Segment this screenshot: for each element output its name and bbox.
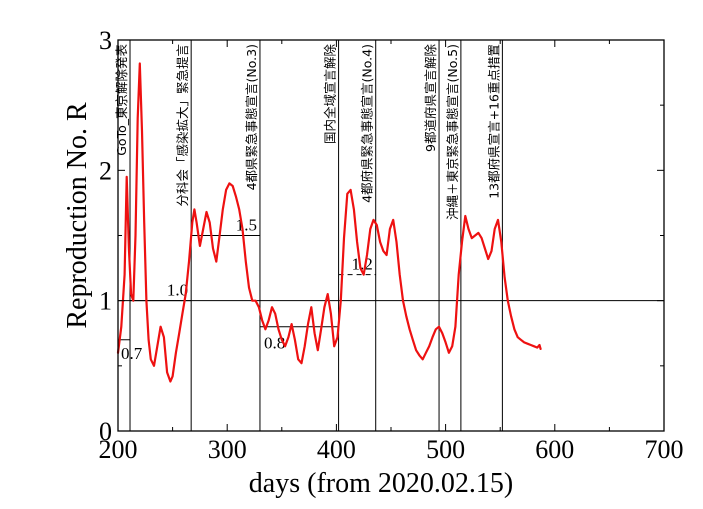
axes: 200 300 400 500 600 700 0 1 2 3 [99, 26, 684, 464]
event-label: 沖縄＋東京緊急事態宣言(No.5) [445, 44, 460, 220]
x-tick-label: 300 [208, 435, 247, 464]
period-levels: 0.7 1.0 1.5 0.8 1.2 [118, 216, 376, 363]
period-level-label: 0.8 [264, 334, 285, 353]
period-level-label: 0.7 [121, 344, 143, 363]
x-tick-label: 500 [426, 435, 465, 464]
event-label: 分科会「感染拡大」緊急提言 [175, 44, 190, 207]
series-line [116, 62, 542, 383]
x-tick-label: 700 [645, 435, 684, 464]
y-axis-title: Reproduction No. R [62, 102, 93, 329]
period-level-label: 1.2 [351, 255, 372, 274]
event-label: 4都府県緊急事態宣言(No.4) [360, 44, 375, 203]
event-label: GoTo_東京解除発表 [114, 44, 129, 156]
y-tick-label: 3 [99, 26, 112, 55]
x-axis-title: days (from 2020.02.15) [249, 468, 513, 499]
y-tick-label: 2 [99, 156, 112, 185]
period-level-label: 1.5 [236, 216, 257, 235]
event-label: 4都県緊急事態宣言(No.3) [244, 44, 259, 190]
r-series-line [116, 62, 542, 383]
period-level-label: 1.0 [167, 281, 188, 300]
x-tick-label: 400 [317, 435, 356, 464]
event-label: 13都府県宣言+16重点措置 [486, 44, 501, 199]
y-tick-label: 1 [99, 287, 112, 316]
y-tick-label: 0 [99, 417, 112, 446]
event-label: 国内全域宣言解除 [323, 44, 338, 145]
event-label: 9都道府県宣言解除 [423, 44, 438, 152]
event-markers: GoTo_東京解除発表 分科会「感染拡大」緊急提言 4都県緊急事態宣言(No.3) 国… [114, 40, 503, 431]
x-tick-label: 200 [99, 435, 138, 464]
x-tick-label: 600 [535, 435, 574, 464]
